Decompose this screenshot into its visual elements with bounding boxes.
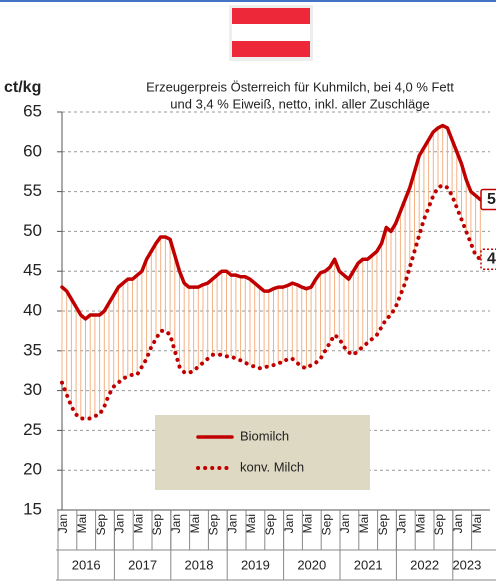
y-tick-label: 20 bbox=[23, 460, 42, 479]
x-tick-label: Mai bbox=[413, 514, 427, 533]
y-tick-label: 55 bbox=[23, 181, 42, 200]
year-label: 2019 bbox=[241, 557, 270, 572]
y-tick-label: 65 bbox=[23, 101, 42, 120]
end-label-box bbox=[480, 248, 496, 271]
x-tick-label: Sep bbox=[432, 514, 446, 536]
x-tick-label: Mai bbox=[131, 514, 145, 533]
end-label-box bbox=[480, 188, 496, 211]
x-tick-label: Sep bbox=[376, 514, 390, 536]
year-label: 2022 bbox=[410, 557, 439, 572]
x-tick-label: Sep bbox=[319, 514, 333, 536]
x-tick-label: Jan bbox=[113, 514, 127, 533]
year-label: 2023 bbox=[452, 557, 481, 572]
y-tick-label: 60 bbox=[23, 141, 42, 160]
x-tick-label: Sep bbox=[94, 514, 108, 536]
x-tick-label: Mai bbox=[244, 514, 258, 533]
x-tick-label: Jan bbox=[225, 514, 239, 533]
x-tick-label: Sep bbox=[263, 514, 277, 536]
y-tick-label: 25 bbox=[23, 420, 42, 439]
legend-box bbox=[155, 415, 370, 490]
x-tick-label: Jan bbox=[56, 514, 70, 533]
year-label: 2018 bbox=[185, 557, 214, 572]
year-label: 2020 bbox=[297, 557, 326, 572]
x-tick-label: Mai bbox=[301, 514, 315, 533]
legend: Biomilch konv. Milch bbox=[155, 415, 370, 490]
y-tick-label: 45 bbox=[23, 261, 42, 280]
x-tick-label: Mai bbox=[357, 514, 371, 533]
x-tick-label: Sep bbox=[150, 514, 164, 536]
top-border bbox=[0, 0, 496, 2]
series-line bbox=[60, 123, 483, 321]
legend-label: Biomilch bbox=[240, 428, 289, 443]
legend-label: konv. Milch bbox=[240, 459, 304, 474]
x-tick-label: Mai bbox=[75, 514, 89, 533]
y-tick-label: 15 bbox=[23, 499, 42, 518]
flag bbox=[229, 5, 313, 61]
x-tick-label: Mai bbox=[188, 514, 202, 533]
x-tick-label: Sep bbox=[207, 514, 221, 536]
year-label: 2021 bbox=[354, 557, 383, 572]
y-axis-label: ct/kg bbox=[4, 79, 41, 96]
x-tick-label: Jan bbox=[395, 514, 409, 533]
x-tick-label: Jan bbox=[282, 514, 296, 533]
chart-subtitle: und 3,4 % Eiweiß, netto, inkl. aller Zus… bbox=[170, 96, 429, 111]
x-tick-label: Jan bbox=[451, 514, 465, 533]
series-line bbox=[60, 183, 483, 421]
y-tick-label: 35 bbox=[23, 340, 42, 359]
end-label: 5 bbox=[487, 191, 496, 208]
year-label: 2017 bbox=[128, 557, 157, 572]
x-tick-label: Jan bbox=[169, 514, 183, 533]
chart-title: Erzeugerpreis Österreich für Kuhmilch, b… bbox=[146, 79, 454, 94]
y-tick-label: 30 bbox=[23, 380, 42, 399]
x-tick-label: Jan bbox=[338, 514, 352, 533]
year-label: 2016 bbox=[72, 557, 101, 572]
y-tick-label: 50 bbox=[23, 221, 42, 240]
end-label: 4 bbox=[487, 250, 496, 267]
x-tick-label: Mai bbox=[470, 514, 484, 533]
y-tick-label: 40 bbox=[23, 300, 42, 319]
